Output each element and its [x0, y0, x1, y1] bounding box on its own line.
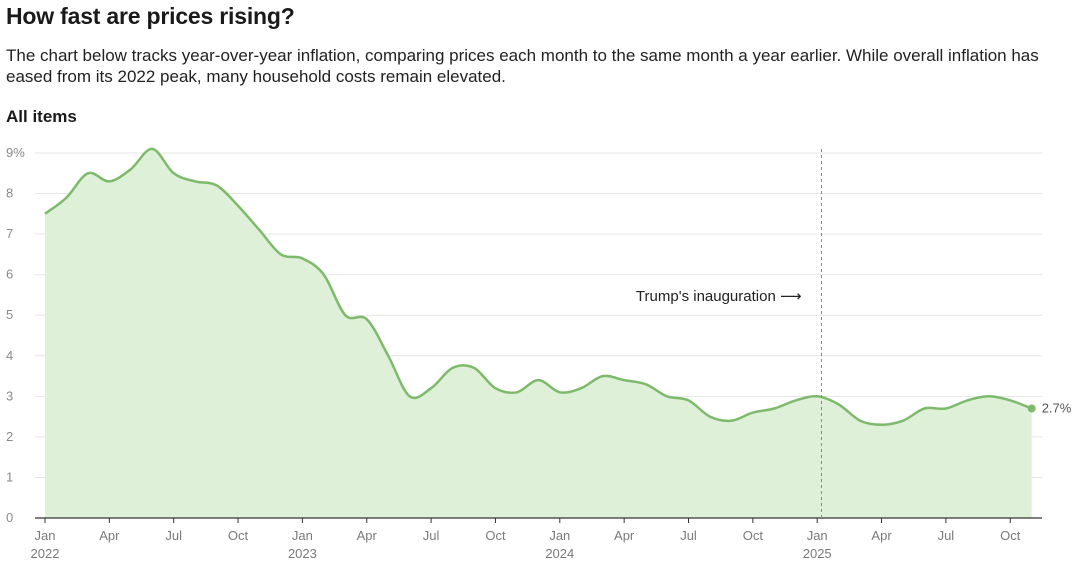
x-tick-label: Oct: [1000, 528, 1021, 543]
x-tick-label: Jul: [423, 528, 440, 543]
x-tick-label: Apr: [871, 528, 892, 543]
x-tick-label: Apr: [357, 528, 378, 543]
page-title: How fast are prices rising?: [6, 3, 295, 29]
y-tick-label: 3: [6, 388, 13, 403]
section-label: All items: [6, 107, 77, 126]
y-tick-label: 0: [6, 510, 13, 525]
x-tick-label: Jul: [165, 528, 182, 543]
x-tick-label: Jan: [807, 528, 828, 543]
x-tick-label: Jan: [549, 528, 570, 543]
y-tick-label: 8: [6, 186, 13, 201]
y-tick-label: 1: [6, 469, 13, 484]
latest-value-label: 2.7%: [1042, 401, 1072, 416]
x-axis-ticks: Jan 2022 Apr Jul Oct Jan 2023 Apr Jul Oct Jan 2024 A…: [31, 518, 1021, 561]
x-year-label: 2022: [31, 546, 60, 561]
y-tick-label: 5: [6, 307, 13, 322]
x-tick-label: Oct: [743, 528, 764, 543]
x-tick-label: Jan: [35, 528, 56, 543]
inflation-line: [44, 147, 1033, 426]
x-year-label: 2025: [803, 546, 832, 561]
x-tick-label: Apr: [614, 528, 635, 543]
inflation-area-fill: [45, 148, 1032, 518]
y-tick-label: 2: [6, 429, 13, 444]
y-tick-label: 4: [6, 348, 13, 363]
x-tick-label: Apr: [99, 528, 120, 543]
x-tick-label: Oct: [485, 528, 506, 543]
chart-description: The chart below tracks year-over-year in…: [6, 46, 1039, 86]
x-tick-label: Jul: [680, 528, 697, 543]
y-tick-label: 6: [6, 267, 13, 282]
inauguration-annotation: Trump's inauguration ⟶: [636, 288, 802, 305]
latest-value-dot: [1027, 404, 1036, 413]
x-tick-label: Oct: [228, 528, 249, 543]
x-year-label: 2024: [545, 546, 574, 561]
y-tick-label: 7: [6, 226, 13, 241]
x-year-label: 2023: [288, 546, 317, 561]
x-tick-label: Jul: [938, 528, 955, 543]
y-tick-label: 9%: [6, 145, 25, 160]
x-tick-label: Jan: [292, 528, 313, 543]
y-axis-ticks: 0 1 2 3 4 5 6 7 8 9%: [6, 145, 25, 525]
